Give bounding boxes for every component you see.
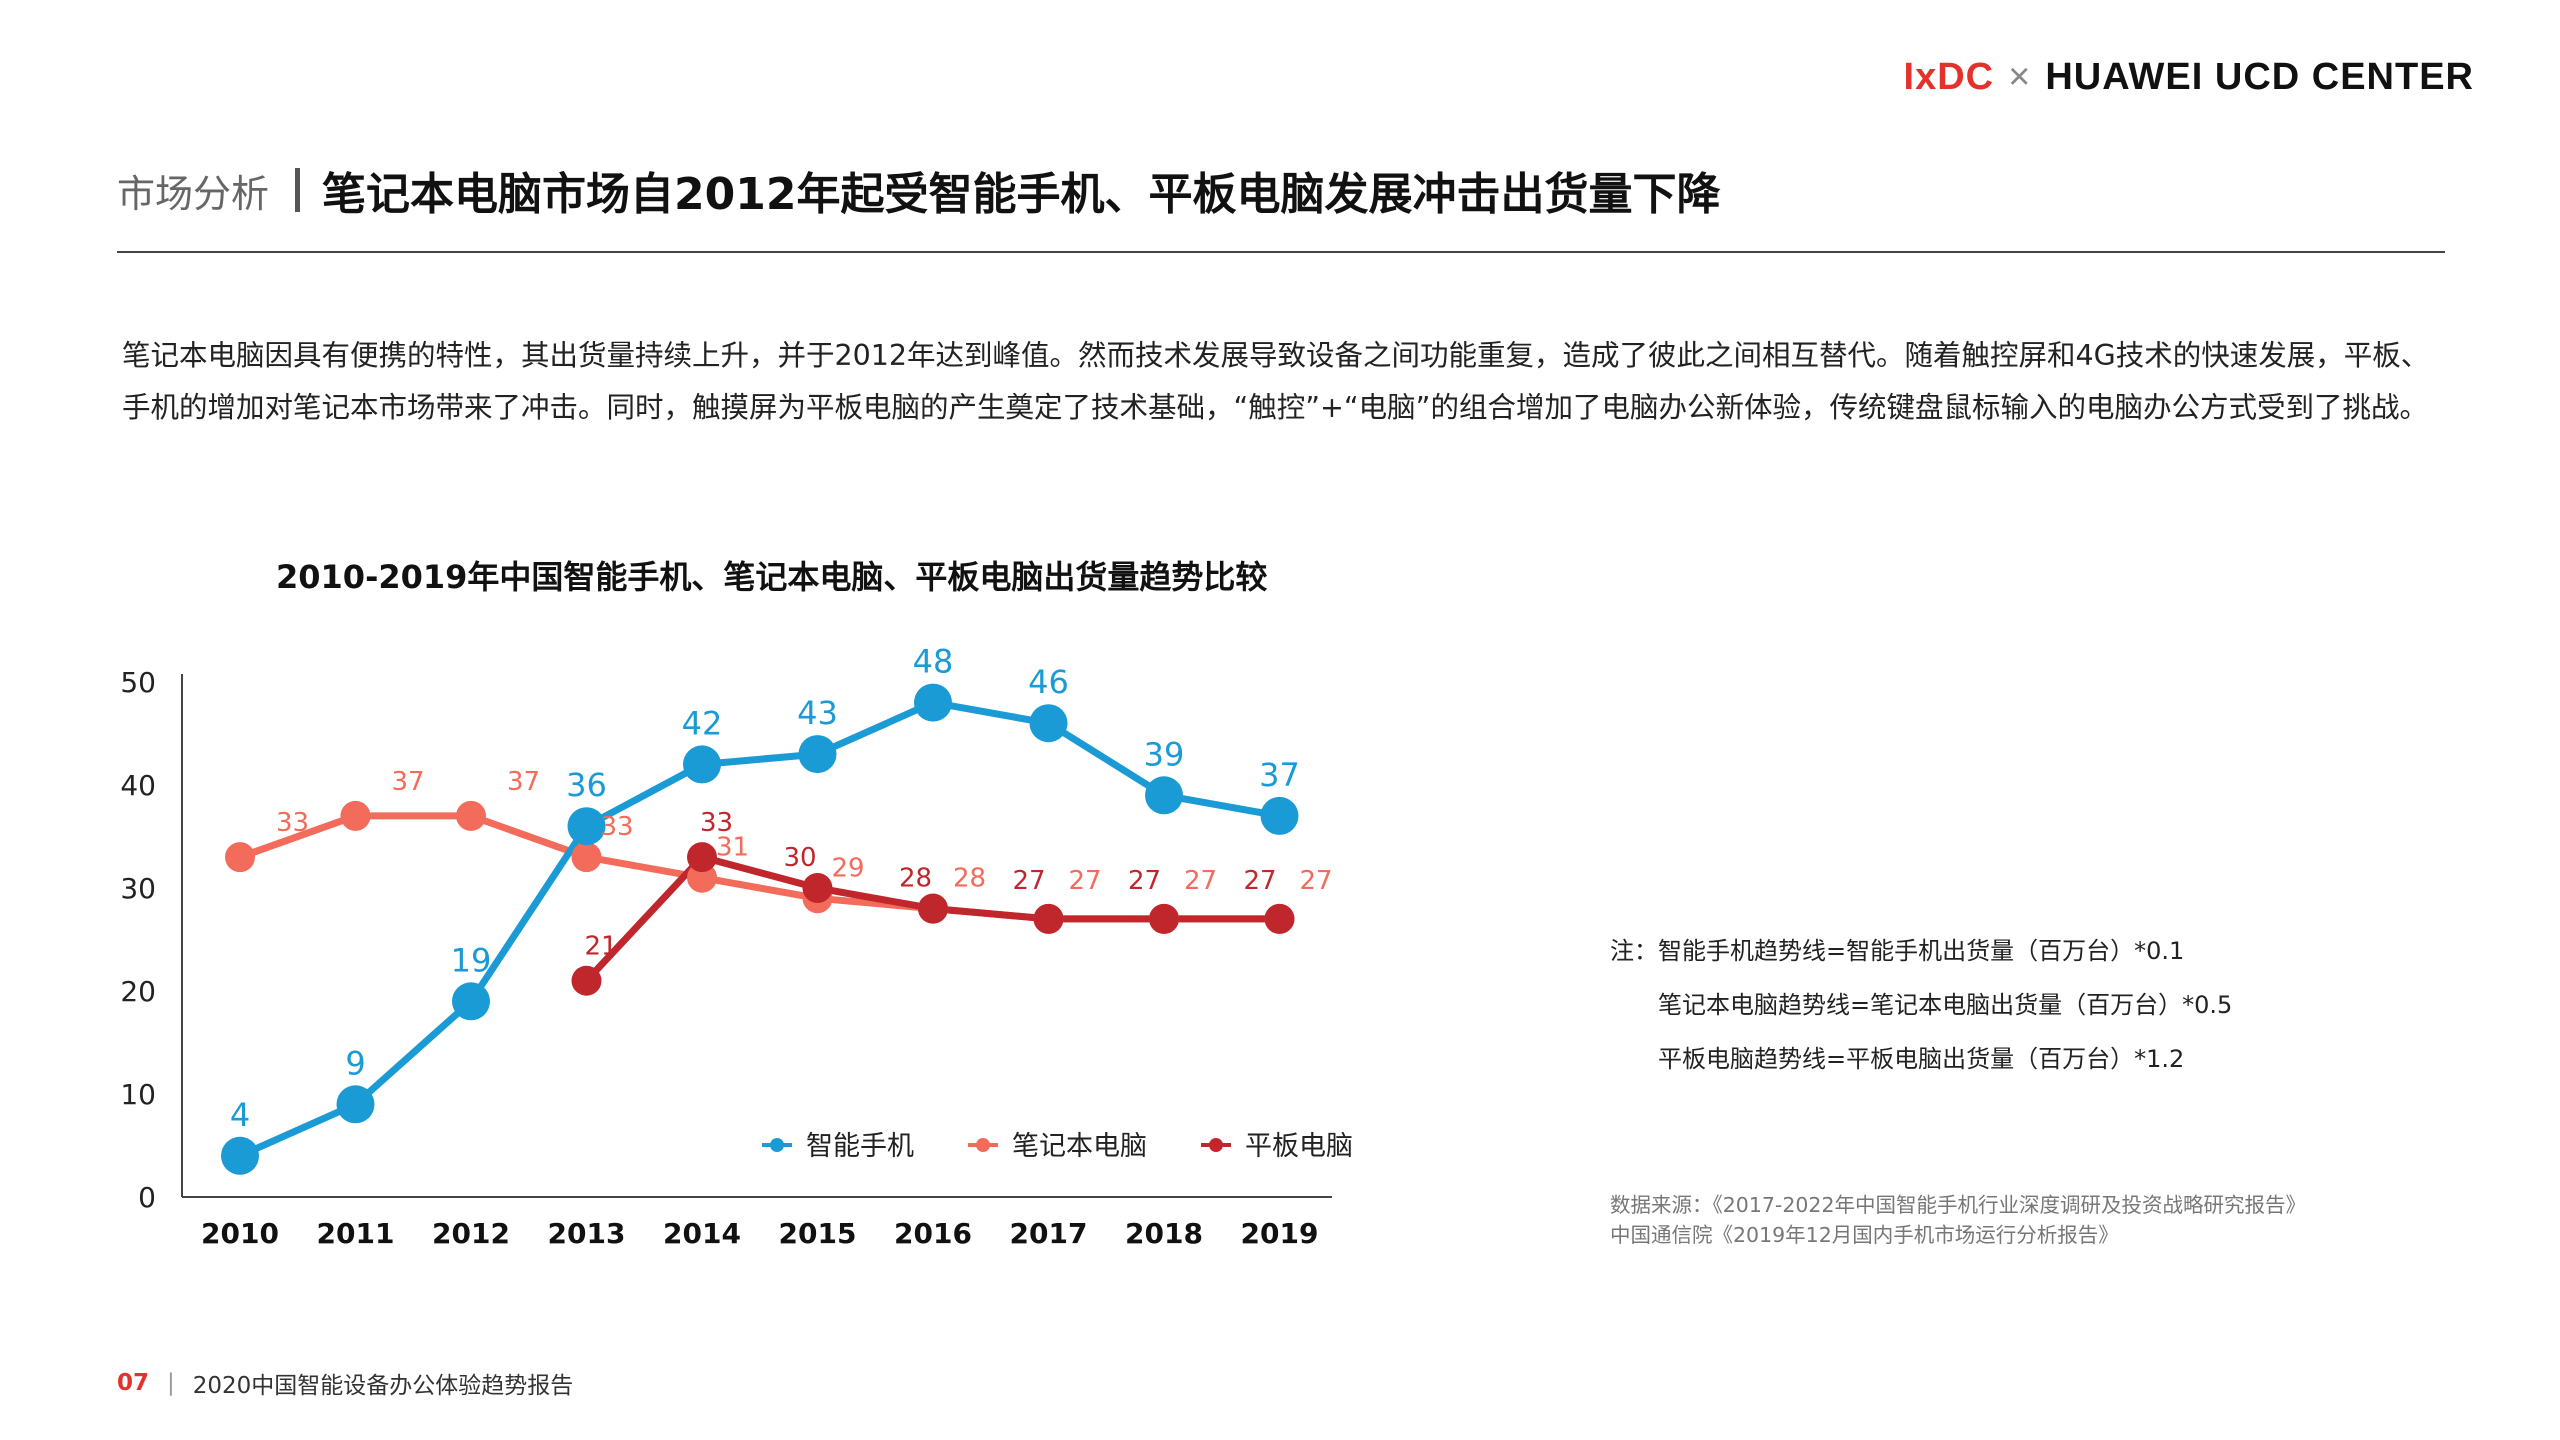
laptop-data-label: 29 xyxy=(832,853,865,883)
smartphone-data-label: 42 xyxy=(682,704,723,742)
tablet-data-label: 30 xyxy=(784,843,817,873)
page-number: 07 xyxy=(117,1370,150,1396)
note-laptop: 笔记本电脑趋势线=笔记本电脑出货量（百万台）*0.5 xyxy=(1658,991,2233,1019)
x-tick-label: 2016 xyxy=(894,1217,972,1250)
smartphone-data-label: 36 xyxy=(566,766,607,804)
laptop-point xyxy=(687,862,717,893)
x-tick-label: 2013 xyxy=(548,1217,626,1250)
page-footer: 07 | 2020中国智能设备办公体验趋势报告 xyxy=(117,1366,573,1400)
note-smartphone: 注：智能手机趋势线=智能手机出货量（百万台）*0.1 xyxy=(1610,937,2185,965)
page-header: 市场分析 笔记本电脑市场自2012年起受智能手机、平板电脑发展冲击出货量下降 xyxy=(117,158,1720,222)
legend-label: 智能手机 xyxy=(806,1131,914,1162)
smartphone-data-label: 46 xyxy=(1028,663,1069,701)
ixdc-logo-text: IxDC xyxy=(1903,56,1995,98)
laptop-data-label: 33 xyxy=(601,812,634,842)
x-tick-label: 2014 xyxy=(663,1217,741,1250)
y-tick-label: 10 xyxy=(120,1078,156,1111)
tablet-data-label: 33 xyxy=(700,808,733,838)
tablet-point xyxy=(1149,903,1179,934)
brand-logo: IxDC × HUAWEI UCD CENTER xyxy=(1904,56,2474,99)
legend-label: 平板电脑 xyxy=(1245,1131,1353,1162)
smartphone-data-label: 43 xyxy=(797,694,838,732)
tablet-data-label: 27 xyxy=(1128,866,1161,896)
x-tick-label: 2017 xyxy=(1010,1217,1088,1250)
page-title: 笔记本电脑市场自2012年起受智能手机、平板电脑发展冲击出货量下降 xyxy=(322,169,1721,220)
laptop-data-label: 27 xyxy=(1069,866,1102,896)
legend-marker xyxy=(976,1138,990,1152)
note-tablet: 平板电脑趋势线=平板电脑出货量（百万台）*1.2 xyxy=(1658,1045,2185,1073)
source-line-2: 中国通信院《2019年12月国内手机市场运行分析报告》 xyxy=(1610,1223,2119,1247)
report-name: 2020中国智能设备办公体验趋势报告 xyxy=(192,1373,574,1399)
smartphone-data-label: 37 xyxy=(1259,756,1300,794)
legend-marker xyxy=(1209,1138,1223,1152)
tablet-point xyxy=(1033,903,1064,934)
smartphone-point xyxy=(1029,704,1068,743)
smartphone-data-label: 19 xyxy=(451,941,492,979)
laptop-series-line xyxy=(238,812,1280,923)
smartphone-point xyxy=(452,982,490,1021)
tablet-point xyxy=(571,965,602,996)
x-tick-label: 2010 xyxy=(201,1217,279,1250)
tablet-data-label: 21 xyxy=(585,932,618,962)
x-tick-label: 2015 xyxy=(779,1217,857,1250)
notes-block: 注：智能手机趋势线=智能手机出货量（百万台）*0.1 笔记本电脑趋势线=笔记本电… xyxy=(1610,924,2232,1086)
smartphone-point xyxy=(798,735,837,774)
smartphone-data-label: 4 xyxy=(230,1096,250,1134)
laptop-point xyxy=(225,842,255,873)
footer-divider: | xyxy=(167,1370,175,1396)
tablet-point xyxy=(802,873,833,903)
y-tick-label: 50 xyxy=(120,666,156,699)
intro-paragraph: 笔记本电脑因具有便携的特性，其出货量持续上升，并于2012年达到峰值。然而技术发… xyxy=(122,339,2430,424)
huawei-logo-text: HUAWEI UCD CENTER xyxy=(2045,56,2474,98)
line-chart: 0 10 20 30 40 50 2010 2011 2012 2013 2014 2015 2016 2… xyxy=(120,643,1353,1250)
smartphone-point xyxy=(567,807,606,846)
smartphone-point xyxy=(221,1136,259,1175)
laptop-point xyxy=(571,842,602,873)
legend-marker xyxy=(770,1138,784,1152)
header-rule xyxy=(117,251,2445,253)
x-tick-label: 2018 xyxy=(1125,1217,1203,1250)
cross-mark: × xyxy=(2008,56,2032,98)
x-tick-label: 2012 xyxy=(432,1217,510,1250)
tablet-data-label: 27 xyxy=(1013,866,1046,896)
section-label: 市场分析 xyxy=(117,171,270,216)
tablet-data-label: 27 xyxy=(1244,866,1277,896)
smartphone-data-label: 48 xyxy=(913,643,954,681)
smartphone-point xyxy=(1260,796,1299,835)
smartphone-point xyxy=(683,745,721,784)
laptop-data-label: 31 xyxy=(716,833,749,863)
x-tick-label: 2019 xyxy=(1241,1217,1319,1250)
y-tick-label: 20 xyxy=(120,975,156,1008)
laptop-point xyxy=(340,800,371,831)
x-tick-label: 2011 xyxy=(317,1217,395,1250)
smartphone-series-line xyxy=(238,699,1281,1159)
laptop-data-label: 37 xyxy=(392,767,425,797)
y-tick-label: 40 xyxy=(120,769,156,802)
laptop-data-label: 27 xyxy=(1300,866,1333,896)
legend-label: 笔记本电脑 xyxy=(1012,1131,1147,1162)
laptop-data-label: 28 xyxy=(953,864,986,894)
laptop-data-label: 37 xyxy=(507,767,540,797)
laptop-data-label: 27 xyxy=(1184,866,1217,896)
source-line-1: 数据来源：《2017-2022年中国智能手机行业深度调研及投资战略研究报告》 xyxy=(1610,1193,2306,1217)
chart-title: 2010-2019年中国智能手机、笔记本电脑、平板电脑出货量趋势比较 xyxy=(276,558,1268,596)
y-tick-label: 0 xyxy=(138,1181,156,1214)
tablet-point xyxy=(1264,903,1295,934)
smartphone-point xyxy=(1145,776,1183,815)
header-divider xyxy=(295,168,301,212)
laptop-data-label: 33 xyxy=(276,808,309,838)
tablet-data-label: 28 xyxy=(899,864,932,894)
tablet-point xyxy=(687,842,717,873)
smartphone-point xyxy=(336,1085,375,1124)
smartphone-data-label: 39 xyxy=(1144,735,1185,773)
smartphone-point xyxy=(914,683,952,722)
laptop-point xyxy=(456,800,486,831)
smartphone-data-label: 9 xyxy=(345,1044,365,1082)
tablet-point xyxy=(918,893,948,924)
sources-block: 数据来源：《2017-2022年中国智能手机行业深度调研及投资战略研究报告》 中… xyxy=(1610,1190,2306,1250)
y-tick-label: 30 xyxy=(120,872,156,905)
